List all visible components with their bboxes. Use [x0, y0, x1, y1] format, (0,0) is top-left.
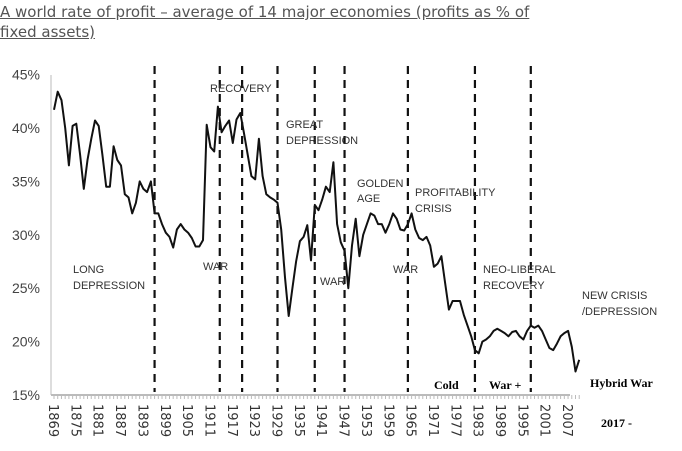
x-tick-label: 1947: [336, 404, 351, 437]
x-tick-label: 1905: [179, 404, 194, 437]
annotation-profitability-crisis-2: CRISIS: [415, 203, 452, 215]
y-tick-label: 20%: [12, 334, 40, 350]
x-tick-label: 1917: [224, 404, 239, 437]
x-tick-label: 1941: [313, 404, 328, 437]
x-tick-label: 1935: [291, 404, 306, 437]
x-tick-label: 1911: [201, 404, 216, 437]
x-tick-label: 1881: [90, 404, 105, 437]
annotation-golden-age-2: AGE: [357, 193, 380, 205]
x-tick-label: 1965: [403, 404, 418, 437]
x-tick-label: 1929: [269, 404, 284, 437]
y-tick-label: 35%: [12, 173, 40, 189]
y-tick-label: 40%: [12, 120, 40, 136]
x-tick-label: 1959: [380, 404, 395, 437]
annotation-neo-liberal-1: NEO-LIBERAL: [483, 264, 556, 276]
annotation-cold: Cold: [434, 378, 459, 392]
annotation-war-2: WAR: [320, 276, 345, 288]
x-tick-label: 1989: [492, 404, 507, 437]
annotation-golden-age-1: GOLDEN: [357, 178, 404, 190]
annotation-hybrid-war: Hybrid War: [590, 376, 653, 390]
y-tick-label: 45%: [12, 67, 40, 83]
annotation-war-plus: War +: [489, 378, 521, 392]
x-tick-label: 1923: [246, 404, 261, 437]
x-tick-label: 2001: [537, 404, 552, 437]
x-tick-label: 1893: [134, 404, 149, 437]
annotation-war-1: WAR: [203, 261, 228, 273]
x-tick-label: 1875: [67, 404, 82, 437]
x-tick-label: 1953: [358, 404, 373, 437]
annotation-new-crisis-1: NEW CRISIS: [582, 290, 647, 302]
annotation-great-depression-2: DEPRESSION: [286, 135, 358, 147]
x-tick-label: 1983: [470, 404, 485, 437]
x-tick-label: 1977: [447, 404, 462, 437]
annotation-profitability-crisis-1: PROFITABILITY: [415, 187, 496, 199]
x-tick-label: 1971: [425, 404, 440, 437]
y-tick-label: 15%: [12, 387, 40, 403]
annotation-long-depression-1: LONG: [73, 264, 104, 276]
chart-title: A world rate of profit – average of 14 m…: [0, 2, 640, 42]
x-tick-label: 2007: [559, 404, 574, 437]
annotation-great-depression-1: GREAT: [286, 119, 323, 131]
series-line-rate-of-profit: [53, 90, 581, 373]
x-tick-label: 1869: [45, 404, 60, 437]
y-tick-label: 25%: [12, 280, 40, 296]
title-line-2: fixed assets): [0, 23, 95, 41]
x-tick-label: 1995: [514, 404, 529, 437]
x-tick-label: 1899: [157, 404, 172, 437]
x-tick-label: 1887: [112, 404, 127, 437]
annotation-neo-liberal-2: RECOVERY: [483, 280, 545, 292]
annotation-new-crisis-2: /DEPRESSION: [582, 306, 657, 318]
annotation-recovery: RECOVERY: [210, 83, 272, 95]
title-line-1: A world rate of profit – average of 14 m…: [0, 3, 530, 21]
annotation-2017: 2017 -: [601, 416, 632, 430]
annotation-long-depression-2: DEPRESSION: [73, 280, 145, 292]
annotation-war-3: WAR: [393, 264, 418, 276]
y-tick-label: 30%: [12, 227, 40, 243]
